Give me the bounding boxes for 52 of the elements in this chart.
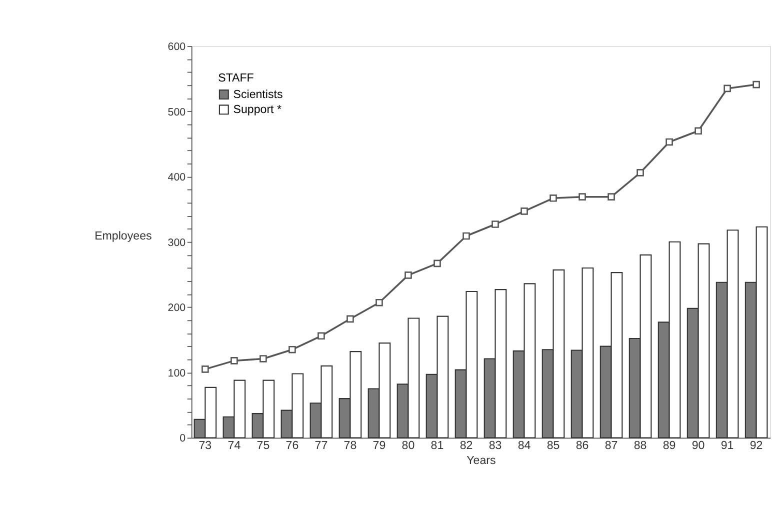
x-axis-title: Years — [466, 455, 496, 468]
point — [434, 260, 441, 268]
y-axis-title: Employees — [94, 230, 152, 243]
point — [288, 346, 296, 354]
x-tick-label: 78 — [344, 440, 357, 452]
point — [318, 332, 325, 340]
x-tick-label: 87 — [604, 440, 618, 452]
x-tick-label: 84 — [518, 440, 532, 452]
x-tick-label: 80 — [402, 440, 415, 452]
point — [578, 193, 586, 200]
point — [724, 84, 731, 92]
y-tick-label: 300 — [168, 236, 186, 249]
y-tick-label: 0 — [180, 432, 186, 445]
x-tick-label: 79 — [372, 440, 386, 452]
point — [550, 194, 557, 202]
x-tick-label: 88 — [634, 440, 647, 452]
point — [346, 315, 354, 323]
legend-title: STAFF — [218, 72, 254, 85]
point — [694, 127, 702, 135]
point — [608, 193, 615, 200]
point — [492, 220, 499, 228]
x-tick-label: 76 — [286, 440, 299, 452]
x-tick-label: 73 — [198, 440, 212, 452]
point — [202, 366, 209, 373]
y-tick-label: 600 — [168, 41, 186, 54]
point — [376, 298, 383, 306]
x-tick-label: 90 — [692, 440, 705, 452]
point — [462, 232, 470, 240]
legend-label: Scientists — [233, 89, 283, 102]
x-tick-label: 82 — [460, 440, 473, 452]
point — [666, 138, 673, 146]
point — [260, 355, 267, 362]
x-tick-label: 91 — [720, 440, 734, 452]
point — [520, 208, 528, 215]
x-tick-label: 74 — [228, 440, 242, 452]
y-tick-label: 100 — [168, 367, 186, 380]
point — [230, 357, 238, 364]
point — [404, 272, 412, 279]
x-tick-label: 81 — [430, 440, 444, 452]
x-tick-label: 85 — [546, 440, 560, 452]
legend-label: Support * — [233, 104, 282, 116]
x-tick-label: 83 — [488, 440, 502, 452]
x-tick-label: 89 — [662, 440, 676, 452]
y-tick-label: 400 — [168, 172, 186, 184]
y-tick-label: 500 — [168, 106, 186, 118]
x-tick-label: 92 — [750, 440, 763, 452]
x-tick-label: 75 — [256, 440, 270, 452]
x-tick-label: 86 — [576, 440, 589, 452]
x-tick-label: 77 — [314, 440, 328, 452]
y-tick-label: 200 — [168, 302, 186, 314]
point — [752, 80, 760, 88]
point — [636, 169, 644, 176]
